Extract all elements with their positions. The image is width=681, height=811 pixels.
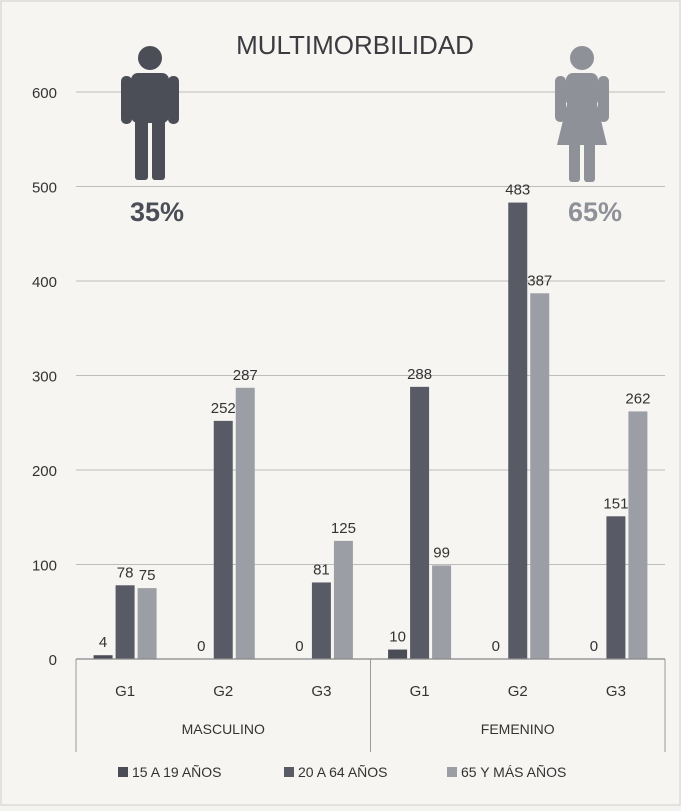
legend-label: 65 Y MÁS AÑOS [461, 764, 566, 780]
legend: 15 A 19 AÑOS 20 A 64 AÑOS 65 Y MÁS AÑOS [118, 764, 566, 780]
bar [508, 202, 528, 659]
bar [628, 411, 648, 659]
data-label: 125 [331, 520, 356, 537]
x-tick-label: G3 [606, 683, 626, 700]
y-axis-ticks: 0 100 200 300 400 500 600 [32, 85, 57, 669]
bar [235, 387, 255, 659]
x-tick-label: G2 [213, 683, 233, 700]
female-person-icon [555, 46, 609, 182]
bar [432, 565, 452, 659]
bar [137, 588, 157, 659]
bar [213, 420, 233, 659]
x-tick-label: G1 [410, 683, 430, 700]
data-label: 75 [139, 567, 156, 584]
legend-swatch [447, 767, 457, 777]
male-percent: 35% [130, 197, 184, 227]
bar [388, 649, 408, 659]
group-label: FEMENINO [481, 721, 555, 737]
data-label: 81 [313, 561, 330, 578]
data-label: 0 [590, 638, 598, 655]
data-label: 0 [492, 638, 500, 655]
bar [530, 293, 550, 659]
data-labels: 4 78 75 0 252 287 0 81 125 10 288 99 0 483 387 0 151 262 [99, 182, 651, 655]
y-tick-label: 100 [32, 558, 57, 575]
bar [333, 540, 353, 659]
data-label: 287 [233, 367, 258, 384]
x-tick-label: G1 [115, 683, 135, 700]
y-tick-label: 200 [32, 463, 57, 480]
data-label: 0 [295, 638, 303, 655]
x-tick-label: G2 [508, 683, 528, 700]
bar [410, 386, 430, 659]
data-label: 288 [407, 366, 432, 383]
bar [311, 582, 331, 659]
data-label: 10 [389, 629, 406, 646]
bars [93, 202, 648, 659]
y-tick-label: 600 [32, 85, 57, 102]
data-label: 262 [625, 390, 650, 407]
bar [93, 655, 113, 659]
legend-swatch [118, 767, 128, 777]
data-label: 78 [117, 564, 134, 581]
legend-swatch [284, 767, 294, 777]
data-label: 252 [211, 400, 236, 417]
x-tick-label: G3 [311, 683, 331, 700]
data-label: 483 [505, 182, 530, 199]
y-tick-label: 500 [32, 180, 57, 197]
y-tick-label: 300 [32, 369, 57, 386]
x-axis: G1 G2 G3 G1 G2 G3 MASCULINO FEMENINO [75, 658, 666, 752]
y-tick-label: 400 [32, 274, 57, 291]
legend-label: 15 A 19 AÑOS [132, 764, 222, 780]
group-label: MASCULINO [182, 721, 265, 737]
data-label: 387 [527, 272, 552, 289]
bar [115, 585, 135, 659]
male-person-icon [121, 46, 179, 180]
data-label: 151 [603, 495, 628, 512]
y-tick-label: 0 [49, 652, 57, 669]
chart-title: MULTIMORBILIDAD [236, 30, 474, 60]
data-label: 4 [99, 634, 107, 651]
female-percent: 65% [568, 197, 622, 227]
bar [606, 516, 626, 659]
legend-label: 20 A 64 AÑOS [298, 764, 388, 780]
data-label: 99 [433, 544, 450, 561]
data-label: 0 [197, 638, 205, 655]
